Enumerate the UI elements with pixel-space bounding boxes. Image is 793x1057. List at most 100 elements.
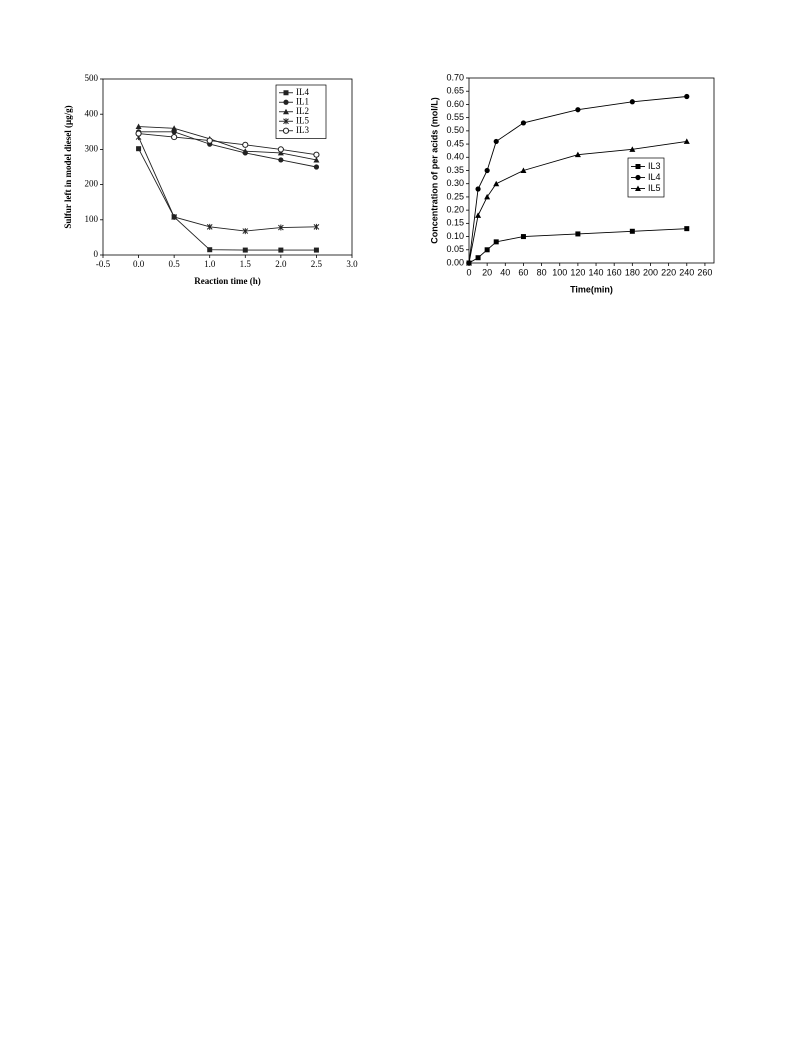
x-tick-label: 0.0: [133, 259, 145, 269]
x-tick-label: 2.5: [311, 259, 323, 269]
x-tick-label: 80: [537, 267, 547, 277]
marker: [277, 146, 284, 153]
y-tick-label: 500: [85, 73, 99, 83]
marker: [475, 255, 481, 261]
y-tick-label: 0.50: [446, 125, 464, 135]
y-tick-label: 0.70: [446, 72, 464, 82]
y-tick-label: 0.35: [446, 165, 464, 175]
x-tick-label: 200: [643, 267, 658, 277]
y-tick-label: 0.65: [446, 86, 464, 96]
y-tick-label: 300: [85, 143, 99, 153]
x-tick-label: 1.5: [240, 259, 252, 269]
marker: [242, 247, 248, 253]
y-tick-label: 200: [85, 179, 99, 189]
y-tick-label: 0.05: [446, 244, 464, 254]
legend-label: IL5: [648, 183, 661, 193]
marker: [684, 93, 690, 100]
x-tick-label: 180: [625, 267, 640, 277]
series-line: [138, 148, 317, 251]
marker: [207, 247, 213, 253]
marker: [484, 247, 490, 253]
marker: [313, 164, 320, 170]
legend-label: IL3: [296, 125, 309, 135]
series-line: [138, 133, 317, 156]
x-tick-label: -0.5: [96, 259, 111, 269]
chart-sulfur: -0.5 0.0 0.5 1.0 1.5 2.0 2.5 3.0 0 100 200 300 400 50…: [63, 73, 358, 286]
marker: [493, 138, 499, 145]
marker: [484, 167, 490, 174]
x-tick-label: 0.5: [169, 259, 181, 269]
legend-marker: [635, 164, 641, 169]
legend-marker: [283, 99, 289, 105]
x-tick-label: 140: [589, 267, 604, 277]
marker: [171, 133, 178, 141]
y-tick-label: 0.45: [446, 138, 464, 148]
x-tick-label: 240: [679, 267, 694, 277]
legend-marker: [283, 118, 289, 125]
legend-marker: [282, 127, 290, 134]
marker: [313, 156, 320, 163]
legend-marker: [283, 90, 289, 96]
x-tick-label: 40: [500, 267, 510, 277]
y-tick-label: 0.30: [446, 178, 464, 188]
chart-peracid: 0 20 40 60 80 100 120 140 160 180 200 220 240 260 0.00…: [429, 72, 715, 294]
marker: [242, 148, 249, 154]
series-line: [138, 136, 317, 232]
series-line: [138, 126, 317, 161]
legend-label: IL1: [296, 96, 309, 106]
legend-label: IL4: [648, 172, 661, 182]
x-axis-label: Reaction time (h): [194, 276, 260, 286]
marker: [520, 234, 526, 240]
y-tick-label: 0.10: [446, 231, 464, 241]
marker: [135, 123, 142, 130]
y-axis-label: Sulfur left in model diesel (μg/g): [63, 105, 73, 228]
marker: [574, 151, 581, 158]
marker: [313, 223, 320, 230]
legend-label: IL3: [648, 161, 661, 171]
y-tick-label: 0.40: [446, 152, 464, 162]
x-axis-label: Time(min): [570, 284, 613, 294]
marker: [475, 186, 481, 192]
marker: [475, 212, 482, 218]
marker: [277, 149, 284, 156]
legend-marker: [635, 185, 641, 191]
marker: [575, 231, 581, 237]
marker: [171, 125, 178, 131]
y-tick-label: 0.60: [446, 99, 464, 109]
y-tick-label: 400: [85, 108, 99, 118]
x-tick-label: 120: [570, 267, 585, 277]
marker: [629, 228, 635, 234]
marker: [313, 247, 319, 253]
marker: [278, 157, 284, 163]
marker: [520, 167, 527, 173]
marker: [135, 130, 142, 137]
x-tick-label: 220: [661, 267, 676, 277]
series-line: [468, 140, 687, 264]
y-tick-label: 0.25: [446, 191, 464, 201]
marker: [520, 120, 527, 126]
y-tick-label: 100: [85, 214, 99, 224]
marker: [278, 247, 284, 253]
x-tick-label: 100: [552, 267, 567, 277]
marker: [242, 141, 249, 148]
marker: [136, 146, 142, 152]
marker: [575, 107, 581, 113]
x-tick-label: 20: [482, 267, 492, 277]
x-tick-label: 3.0: [346, 259, 358, 269]
marker: [493, 180, 500, 187]
x-tick-label: 60: [518, 267, 528, 277]
marker: [493, 239, 499, 245]
marker: [206, 137, 213, 144]
x-tick-label: 1.0: [204, 259, 216, 269]
marker: [313, 151, 320, 158]
marker: [171, 213, 177, 220]
x-tick-label: 160: [607, 267, 622, 277]
marker: [629, 146, 636, 152]
legend-marker: [283, 108, 289, 115]
plot-frame: [102, 78, 353, 256]
x-tick-label: 0: [466, 267, 471, 277]
x-tick-label: 260: [697, 267, 712, 277]
y-tick-label: 0: [94, 249, 99, 259]
